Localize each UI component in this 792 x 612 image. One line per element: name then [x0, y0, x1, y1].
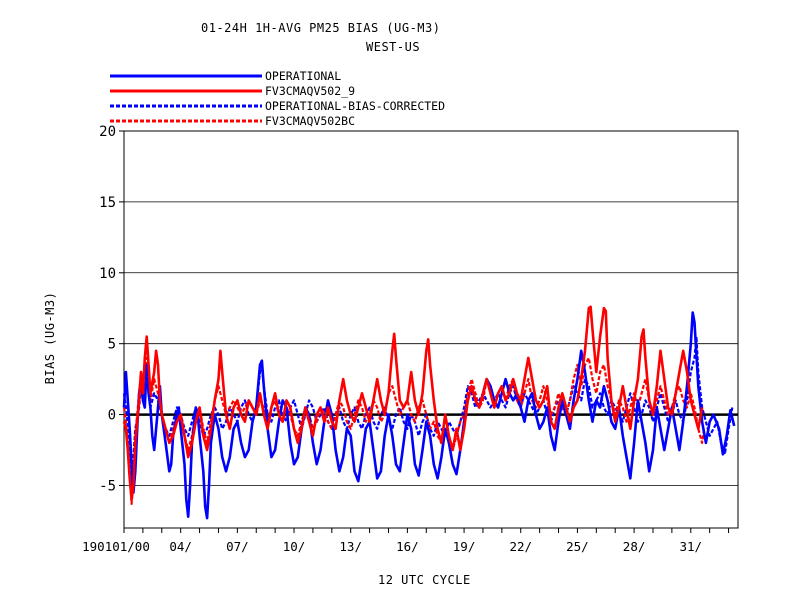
y-tick-label: 5: [108, 337, 116, 353]
x-tick-label: 10/: [283, 539, 306, 554]
x-tick-label: 13/: [339, 539, 362, 554]
x-tick-label: 190101/00: [82, 539, 150, 554]
x-tick-label: 04/: [169, 539, 192, 554]
x-tick-label: 25/: [566, 539, 589, 554]
y-tick-label: 15: [99, 195, 116, 211]
x-tick-label: 16/: [396, 539, 419, 554]
chart-subtitle: WEST-US: [366, 40, 421, 54]
x-tick-label: 07/: [226, 539, 249, 554]
y-tick-label: 0: [108, 408, 116, 424]
y-tick-label: 20: [99, 124, 116, 140]
series-line-fv3cmaqv502_9: [122, 305, 704, 501]
legend-label: OPERATIONAL-BIAS-CORRECTED: [265, 99, 445, 113]
x-tick-label: 19/: [453, 539, 476, 554]
legend-label: FV3CMAQV502BC: [265, 114, 355, 128]
chart-title: 01-24H 1H-AVG PM25 BIAS (UG-M3): [201, 21, 441, 35]
y-axis-label: BIAS (UG-M3): [43, 291, 57, 385]
y-tick-label: -5: [99, 478, 116, 494]
x-tick-label: 31/: [679, 539, 702, 554]
series-line-operational: [122, 311, 736, 520]
x-axis-label: 12 UTC CYCLE: [378, 573, 471, 587]
x-tick-label: 28/: [623, 539, 646, 554]
plot-frame: [123, 130, 739, 529]
series-line-operational-bias-corrected: [122, 335, 734, 487]
legend-label: OPERATIONAL: [265, 69, 341, 83]
y-tick-label: 10: [99, 266, 116, 282]
legend-label: FV3CMAQV502_9: [265, 84, 355, 98]
x-tick-label: 22/: [509, 539, 532, 554]
